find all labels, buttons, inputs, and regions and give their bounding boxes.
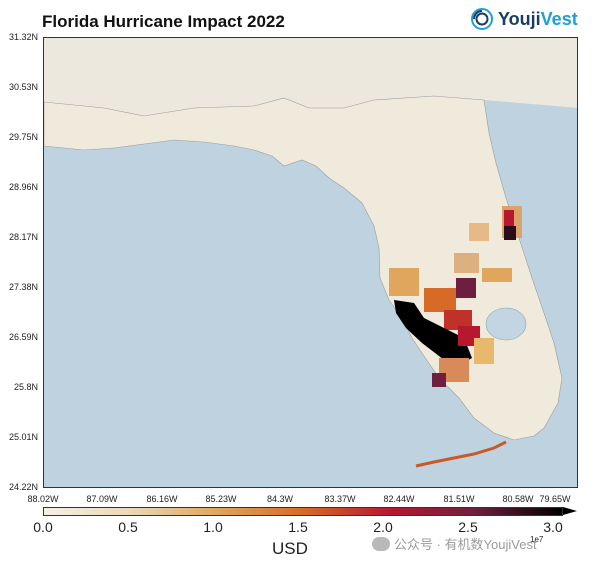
colorbar-tick: 1.0: [203, 519, 223, 535]
impact-region-sw-6: [474, 338, 494, 364]
logo-text: YoujiVest: [498, 9, 578, 30]
lat-label: 30.53N: [8, 82, 38, 92]
impact-region-sw-3: [444, 310, 472, 330]
youjivest-logo-icon: [471, 8, 493, 30]
florida-land: [44, 95, 563, 441]
colorbar-tick: 0.5: [118, 519, 138, 535]
florida-map: [44, 38, 577, 487]
wechat-icon: [372, 536, 390, 551]
lon-label: 81.51W: [443, 494, 475, 504]
colorbar-extend-arrow: [563, 507, 577, 515]
lon-label: 88.02W: [27, 494, 59, 504]
lon-label: 85.23W: [205, 494, 237, 504]
colorbar-tick: 2.0: [373, 519, 393, 535]
colorbar-label: USD: [272, 539, 308, 558]
logo-text-part2: Vest: [540, 8, 578, 29]
impact-region-central-3: [482, 268, 512, 282]
impact-region-central-1: [469, 223, 489, 241]
lat-label: 31.32N: [8, 32, 38, 42]
colorbar-tick: 3.0: [543, 519, 563, 535]
map-title: Florida Hurricane Impact 2022: [42, 12, 285, 31]
lon-label: 79.65W: [539, 494, 571, 504]
watermark-text: 公众号 · 有机数YoujiVest: [394, 537, 537, 552]
lat-label: 25.01N: [8, 432, 38, 442]
impact-region-sw-2: [424, 288, 456, 312]
brand-logo: YoujiVest: [470, 6, 578, 32]
florida-keys: [415, 440, 507, 468]
impact-region-sw-4: [389, 268, 419, 296]
watermark: 公众号 · 有机数YoujiVest: [372, 534, 537, 553]
impact-region-central-2: [454, 253, 479, 273]
impact-region-landfall: [394, 300, 472, 368]
colorbar-tick: 2.5: [458, 519, 478, 535]
lat-label: 27.38N: [8, 282, 38, 292]
lat-label: 28.96N: [8, 182, 38, 192]
logo-text-part1: Youji: [498, 8, 541, 29]
lon-label: 82.44W: [383, 494, 415, 504]
lat-label: 26.59N: [8, 332, 38, 342]
impact-region-sw-8: [432, 373, 446, 387]
lon-label: 83.37W: [324, 494, 356, 504]
lat-label: 24.22N: [8, 482, 38, 492]
lon-label: 86.16W: [146, 494, 178, 504]
lon-label: 84.3W: [266, 494, 293, 504]
lat-label: 25.8N: [13, 382, 38, 392]
impact-region-east-3: [504, 226, 516, 240]
impact-region-east-2: [504, 210, 514, 232]
colorbar: [43, 507, 563, 516]
lon-label: 80.58W: [502, 494, 534, 504]
lon-label: 87.09W: [86, 494, 118, 504]
lake-okeechobee: [485, 307, 527, 341]
lat-label: 28.17N: [8, 232, 38, 242]
colorbar-exponent: 1e7: [530, 535, 544, 544]
map-panel[interactable]: [43, 37, 578, 488]
impact-region-sw-1: [456, 278, 476, 298]
colorbar-tick: 0.0: [33, 519, 53, 535]
colorbar-tick: 1.5: [288, 519, 308, 535]
lat-label: 29.75N: [8, 132, 38, 142]
